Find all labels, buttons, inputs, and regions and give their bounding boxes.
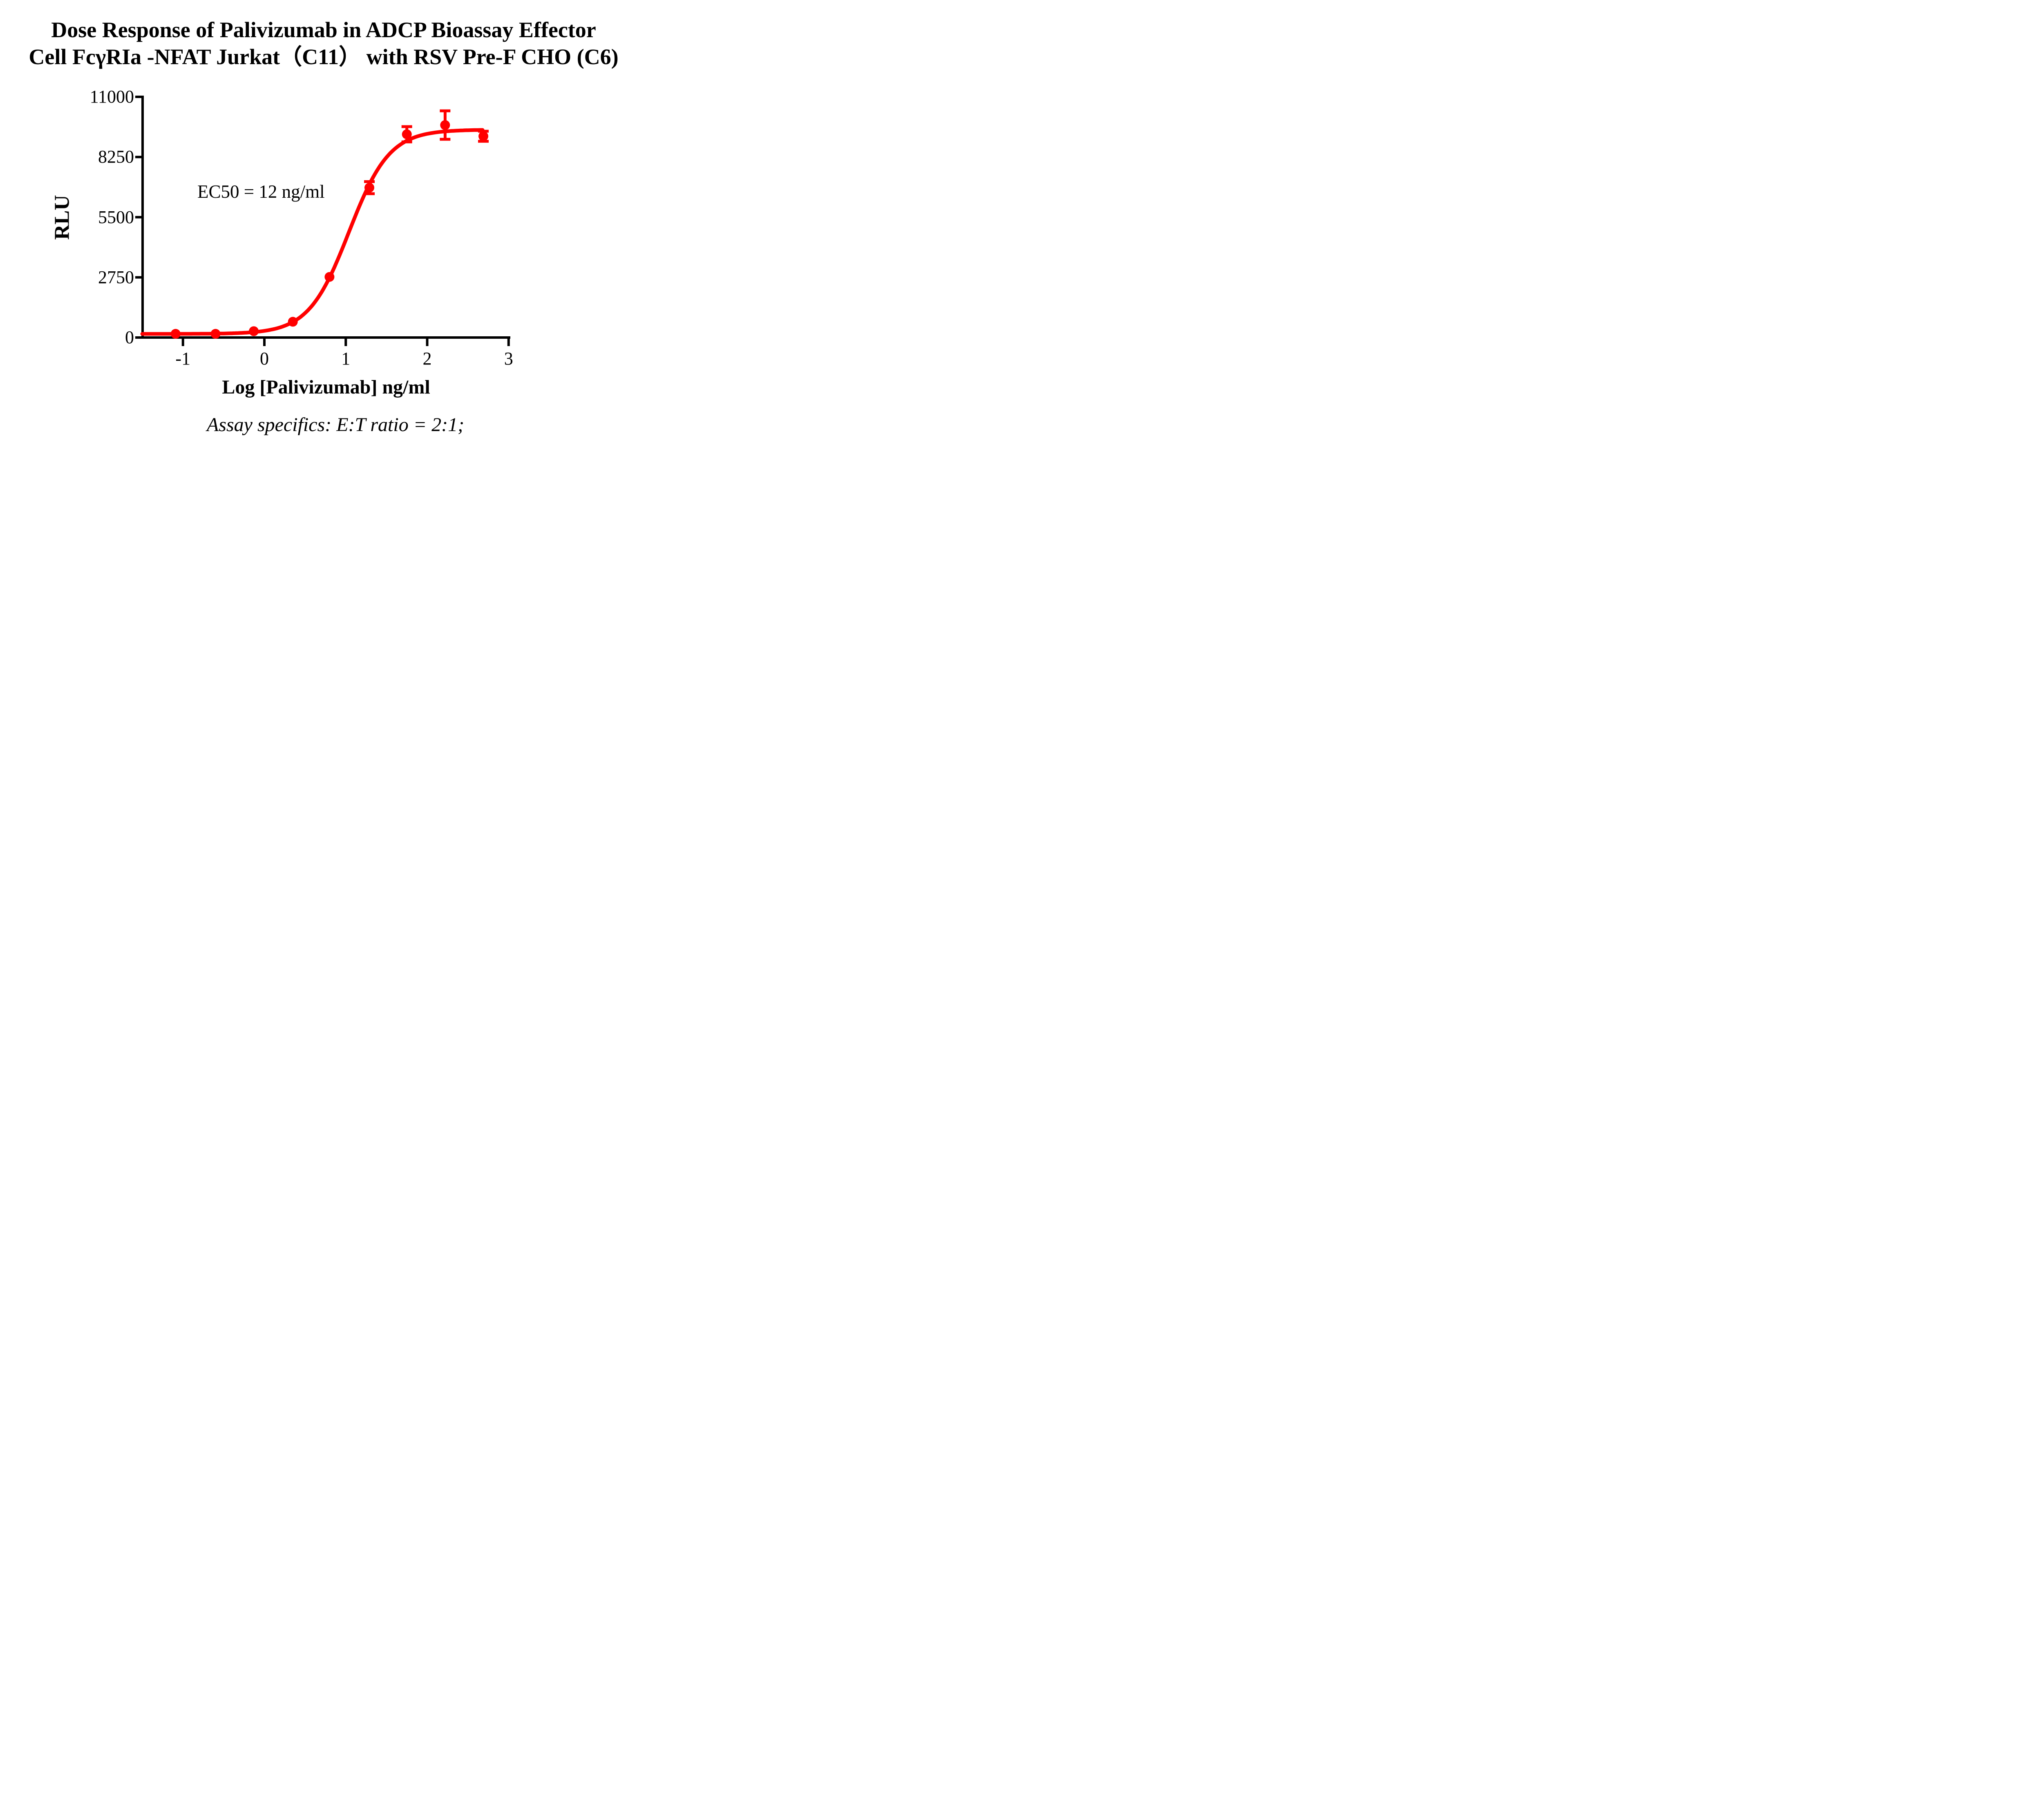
dose-response-figure: Dose Response of Palivizumab in ADCP Bio…: [0, 0, 647, 455]
x-tick-label: 3: [504, 349, 513, 369]
x-tick-label: -1: [175, 349, 191, 369]
assay-specifics-note: Assay specifics: E:T ratio = 2:1;: [206, 414, 465, 436]
data-point-marker: [440, 120, 450, 130]
fit-curve: [140, 128, 485, 336]
data-point-marker: [249, 326, 259, 336]
data-point-marker: [324, 272, 335, 282]
data-point-marker: [402, 129, 412, 139]
chart-title: Dose Response of Palivizumab in ADCP Bio…: [0, 16, 647, 70]
y-tick-label: 0: [125, 327, 134, 347]
data-point-marker: [210, 329, 221, 339]
y-tick-label: 8250: [98, 147, 134, 167]
ec50-annotation: EC50 = 12 ng/ml: [197, 181, 325, 202]
dose-response-plot: [135, 96, 510, 346]
x-axis-label: Log [Palivizumab] ng/ml: [222, 376, 430, 398]
y-tick-label: 11000: [89, 87, 134, 107]
data-point-marker: [364, 183, 374, 193]
x-tick-label: 1: [341, 349, 351, 369]
chart-title-line1: Dose Response of Palivizumab in ADCP Bio…: [51, 18, 596, 42]
data-point-marker: [170, 329, 181, 339]
y-tick-label: 2750: [98, 267, 134, 287]
data-point-marker: [288, 317, 298, 327]
x-tick-label: 0: [260, 349, 269, 369]
data-point-marker: [478, 131, 488, 141]
y-tick-label: 5500: [98, 207, 134, 227]
x-tick-label: 2: [422, 349, 432, 369]
chart-title-line2: Cell FcγRIa -NFAT Jurkat（C11） with RSV P…: [29, 45, 619, 69]
